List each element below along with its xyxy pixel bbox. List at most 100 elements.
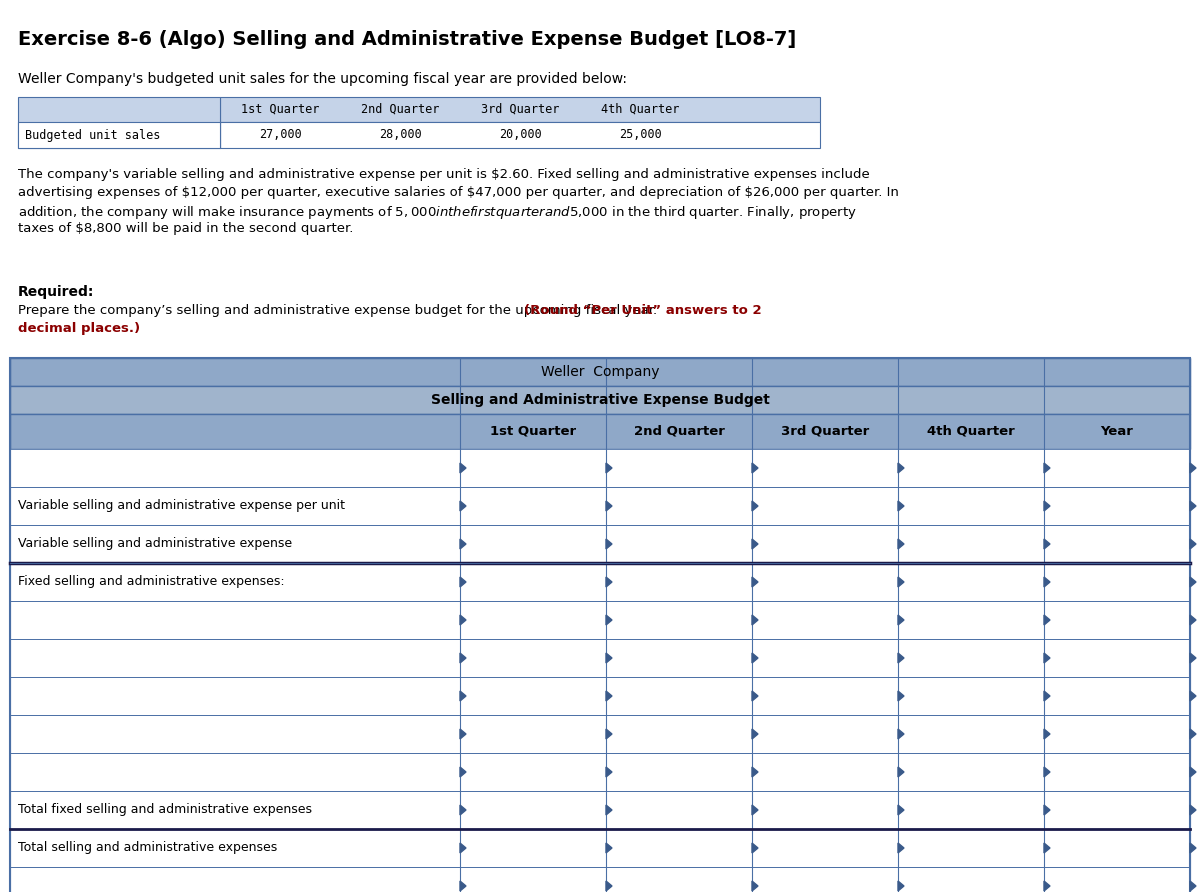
Text: advertising expenses of $12,000 per quarter, executive salaries of $47,000 per q: advertising expenses of $12,000 per quar… <box>18 186 899 199</box>
Polygon shape <box>606 653 612 663</box>
Text: 25,000: 25,000 <box>619 128 661 142</box>
Polygon shape <box>752 729 758 739</box>
Text: 2nd Quarter: 2nd Quarter <box>361 103 439 116</box>
Text: (Round “Per Unit” answers to 2: (Round “Per Unit” answers to 2 <box>524 304 762 317</box>
Polygon shape <box>752 881 758 891</box>
Polygon shape <box>606 615 612 625</box>
Polygon shape <box>1044 767 1050 777</box>
Text: 1st Quarter: 1st Quarter <box>490 425 576 438</box>
Polygon shape <box>1044 653 1050 663</box>
Polygon shape <box>1190 729 1196 739</box>
Polygon shape <box>1190 501 1196 511</box>
Text: Fixed selling and administrative expenses:: Fixed selling and administrative expense… <box>18 575 284 589</box>
Polygon shape <box>1190 843 1196 853</box>
Text: The company's variable selling and administrative expense per unit is $2.60. Fix: The company's variable selling and admin… <box>18 168 870 181</box>
Polygon shape <box>460 767 466 777</box>
Polygon shape <box>1044 881 1050 891</box>
Bar <box>10 639 1190 677</box>
Polygon shape <box>1190 767 1196 777</box>
Text: Exercise 8-6 (Algo) Selling and Administrative Expense Budget [LO8-7]: Exercise 8-6 (Algo) Selling and Administ… <box>18 30 797 49</box>
Polygon shape <box>1044 691 1050 701</box>
Polygon shape <box>898 501 904 511</box>
Polygon shape <box>752 615 758 625</box>
Polygon shape <box>460 577 466 587</box>
Polygon shape <box>1044 729 1050 739</box>
Text: Budgeted unit sales: Budgeted unit sales <box>25 128 161 142</box>
Bar <box>18 97 220 148</box>
Polygon shape <box>1190 653 1196 663</box>
Text: 3rd Quarter: 3rd Quarter <box>481 103 559 116</box>
Text: 3rd Quarter: 3rd Quarter <box>781 425 869 438</box>
Polygon shape <box>606 691 612 701</box>
Polygon shape <box>1190 615 1196 625</box>
Polygon shape <box>606 463 612 473</box>
Bar <box>10 525 1190 563</box>
Text: addition, the company will make insurance payments of $5,000 in the first quarte: addition, the company will make insuranc… <box>18 204 857 221</box>
Polygon shape <box>606 843 612 853</box>
Text: 28,000: 28,000 <box>379 128 421 142</box>
Polygon shape <box>898 615 904 625</box>
Polygon shape <box>1190 539 1196 549</box>
Polygon shape <box>460 691 466 701</box>
Text: Year: Year <box>1100 425 1134 438</box>
Polygon shape <box>752 501 758 511</box>
Polygon shape <box>752 805 758 815</box>
Text: Selling and Administrative Expense Budget: Selling and Administrative Expense Budge… <box>431 393 769 407</box>
Text: Weller Company's budgeted unit sales for the upcoming fiscal year are provided b: Weller Company's budgeted unit sales for… <box>18 72 628 86</box>
Polygon shape <box>898 881 904 891</box>
Bar <box>10 677 1190 715</box>
Polygon shape <box>606 539 612 549</box>
Polygon shape <box>460 805 466 815</box>
Text: 1st Quarter: 1st Quarter <box>241 103 319 116</box>
Polygon shape <box>752 577 758 587</box>
Polygon shape <box>1190 691 1196 701</box>
Polygon shape <box>460 463 466 473</box>
Polygon shape <box>752 539 758 549</box>
Polygon shape <box>898 843 904 853</box>
Polygon shape <box>460 843 466 853</box>
Polygon shape <box>460 539 466 549</box>
Polygon shape <box>1044 501 1050 511</box>
Polygon shape <box>752 463 758 473</box>
Bar <box>10 601 1190 639</box>
Bar <box>10 791 1190 829</box>
Text: 27,000: 27,000 <box>259 128 301 142</box>
Bar <box>220 97 820 122</box>
Polygon shape <box>752 843 758 853</box>
Polygon shape <box>460 729 466 739</box>
Polygon shape <box>898 539 904 549</box>
Bar <box>10 358 1190 386</box>
Polygon shape <box>1190 881 1196 891</box>
Bar <box>10 753 1190 791</box>
Text: Required:: Required: <box>18 285 95 299</box>
Polygon shape <box>1044 539 1050 549</box>
Polygon shape <box>606 881 612 891</box>
Bar <box>10 414 1190 449</box>
Polygon shape <box>1044 615 1050 625</box>
Text: Weller  Company: Weller Company <box>541 365 659 379</box>
Polygon shape <box>1190 463 1196 473</box>
Text: 2nd Quarter: 2nd Quarter <box>634 425 725 438</box>
Bar <box>10 563 1190 601</box>
Polygon shape <box>606 805 612 815</box>
Text: 4th Quarter: 4th Quarter <box>601 103 679 116</box>
Polygon shape <box>898 729 904 739</box>
Polygon shape <box>898 577 904 587</box>
Polygon shape <box>1044 577 1050 587</box>
Bar <box>10 386 1190 414</box>
Text: Prepare the company’s selling and administrative expense budget for the upcoming: Prepare the company’s selling and admini… <box>18 304 661 317</box>
Polygon shape <box>606 767 612 777</box>
Polygon shape <box>752 691 758 701</box>
Bar <box>10 449 1190 487</box>
Polygon shape <box>606 729 612 739</box>
Polygon shape <box>460 501 466 511</box>
Text: Total fixed selling and administrative expenses: Total fixed selling and administrative e… <box>18 804 312 816</box>
Polygon shape <box>460 615 466 625</box>
Bar <box>10 487 1190 525</box>
Bar <box>18 122 220 148</box>
Polygon shape <box>898 691 904 701</box>
Polygon shape <box>898 463 904 473</box>
Polygon shape <box>460 881 466 891</box>
Text: Total selling and administrative expenses: Total selling and administrative expense… <box>18 841 277 855</box>
Text: Variable selling and administrative expense per unit: Variable selling and administrative expe… <box>18 500 346 513</box>
